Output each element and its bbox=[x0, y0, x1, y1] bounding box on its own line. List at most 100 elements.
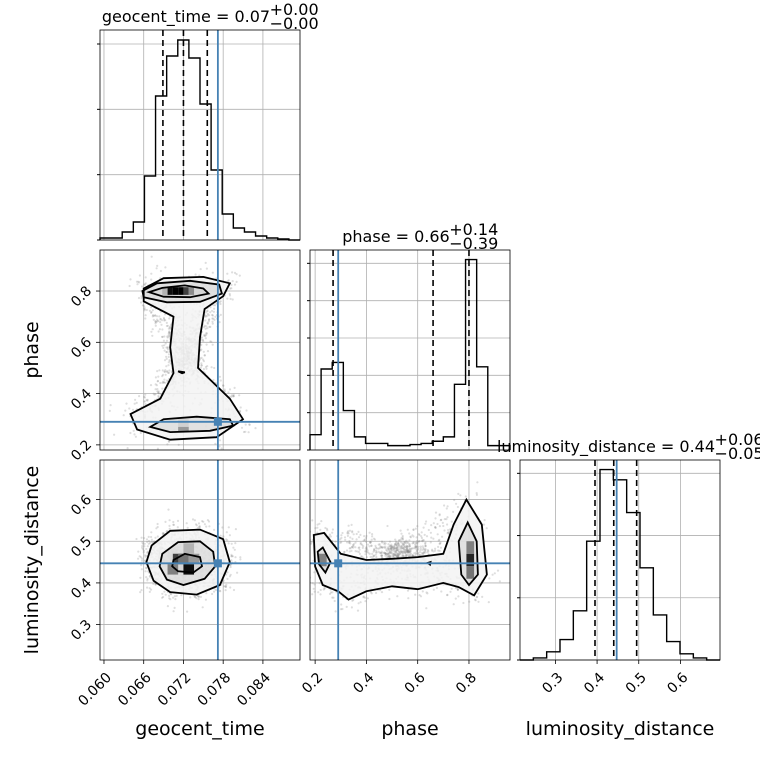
scatter-point bbox=[165, 350, 168, 354]
scatter-point bbox=[324, 526, 327, 530]
scatter-point bbox=[200, 364, 203, 367]
scatter-point bbox=[132, 429, 135, 432]
scatter-point bbox=[348, 529, 352, 532]
scatter-point bbox=[412, 554, 415, 557]
scatter-point bbox=[454, 597, 457, 600]
scatter-point bbox=[154, 376, 157, 379]
scatter-point bbox=[211, 317, 214, 320]
scatter-point bbox=[392, 554, 395, 557]
x-tick-label: 0.078 bbox=[195, 670, 235, 710]
scatter-point bbox=[228, 292, 231, 295]
scatter-point bbox=[434, 517, 437, 520]
scatter-point bbox=[408, 545, 411, 548]
scatter-point bbox=[419, 547, 422, 550]
scatter-point bbox=[387, 543, 390, 546]
scatter-point bbox=[166, 346, 169, 349]
scatter-point bbox=[374, 546, 377, 549]
scatter-point bbox=[169, 360, 172, 363]
scatter-point bbox=[211, 592, 214, 596]
scatter-point bbox=[372, 537, 375, 540]
scatter-point bbox=[159, 318, 162, 321]
x-tick-label: 0.4 bbox=[350, 670, 377, 697]
scatter-point bbox=[222, 384, 225, 387]
scatter-point bbox=[168, 326, 171, 329]
scatter-point bbox=[146, 579, 149, 582]
scatter-point bbox=[205, 367, 208, 370]
scatter-point bbox=[400, 545, 403, 548]
scatter-point bbox=[446, 516, 449, 519]
scatter-point bbox=[395, 548, 398, 551]
scatter-point bbox=[408, 553, 411, 556]
scatter-point bbox=[387, 549, 391, 552]
scatter-point bbox=[354, 550, 357, 553]
scatter-point bbox=[180, 594, 183, 597]
scatter-point bbox=[396, 552, 399, 556]
scatter-point bbox=[340, 541, 343, 544]
density-block bbox=[162, 287, 168, 295]
scatter-point bbox=[143, 554, 147, 557]
scatter-point bbox=[211, 314, 214, 317]
scatter-point bbox=[204, 311, 207, 314]
scatter-point bbox=[365, 546, 368, 550]
scatter-point bbox=[406, 547, 409, 551]
scatter-point bbox=[352, 546, 355, 549]
scatter-point bbox=[367, 551, 370, 554]
scatter-point bbox=[399, 550, 402, 553]
scatter-point bbox=[436, 522, 439, 526]
scatter-point bbox=[370, 544, 373, 547]
diag-luminosity_distance-grid bbox=[520, 460, 720, 661]
scatter-point bbox=[166, 336, 169, 339]
scatter-point bbox=[429, 531, 432, 534]
scatter-point bbox=[421, 548, 424, 551]
scatter-point bbox=[212, 310, 215, 313]
scatter-point bbox=[388, 555, 391, 558]
scatter-point bbox=[239, 556, 242, 559]
scatter-point bbox=[162, 346, 165, 349]
scatter-point bbox=[167, 334, 170, 337]
scatter-point bbox=[437, 539, 440, 542]
scatter-point bbox=[434, 526, 437, 530]
scatter-point bbox=[148, 541, 152, 544]
scatter-point bbox=[310, 542, 313, 545]
scatter-point bbox=[339, 608, 343, 611]
scatter-point bbox=[167, 371, 170, 374]
scatter-point bbox=[197, 595, 200, 598]
scatter-point bbox=[231, 280, 234, 283]
scatter-point bbox=[151, 328, 154, 331]
scatter-point bbox=[393, 552, 396, 556]
scatter-point bbox=[387, 552, 390, 555]
scatter-point bbox=[154, 320, 157, 323]
scatter-point bbox=[364, 600, 367, 603]
scatter-point bbox=[383, 543, 386, 546]
scatter-point bbox=[424, 545, 427, 548]
scatter-point bbox=[232, 394, 235, 398]
scatter-point bbox=[232, 546, 235, 549]
scatter-point bbox=[150, 535, 153, 539]
panel-title-geocent_time: geocent_time = 0.07 bbox=[102, 7, 270, 27]
density-block bbox=[318, 553, 327, 567]
scatter-point bbox=[155, 384, 158, 387]
scatter-point bbox=[247, 431, 250, 434]
scatter-point bbox=[397, 552, 400, 556]
scatter-point bbox=[133, 433, 136, 436]
scatter-point bbox=[414, 551, 417, 555]
scatter-point bbox=[422, 526, 425, 529]
scatter-point bbox=[411, 542, 414, 545]
scatter-point bbox=[352, 544, 355, 548]
scatter-point bbox=[329, 591, 333, 594]
scatter-point bbox=[379, 551, 382, 555]
scatter-point bbox=[397, 542, 400, 545]
scatter-point bbox=[164, 593, 167, 596]
scatter-point bbox=[415, 553, 418, 556]
scatter-point bbox=[380, 554, 383, 557]
scatter-point bbox=[204, 319, 207, 322]
scatter-point bbox=[230, 283, 233, 286]
scatter-point bbox=[449, 590, 452, 593]
scatter-point bbox=[167, 508, 170, 511]
scatter-point bbox=[366, 550, 369, 553]
scatter-point bbox=[168, 325, 172, 328]
scatter-point bbox=[391, 545, 394, 548]
scatter-point bbox=[138, 281, 141, 284]
scatter-point bbox=[380, 554, 384, 558]
y-tick-label: 0.6 bbox=[68, 492, 95, 519]
